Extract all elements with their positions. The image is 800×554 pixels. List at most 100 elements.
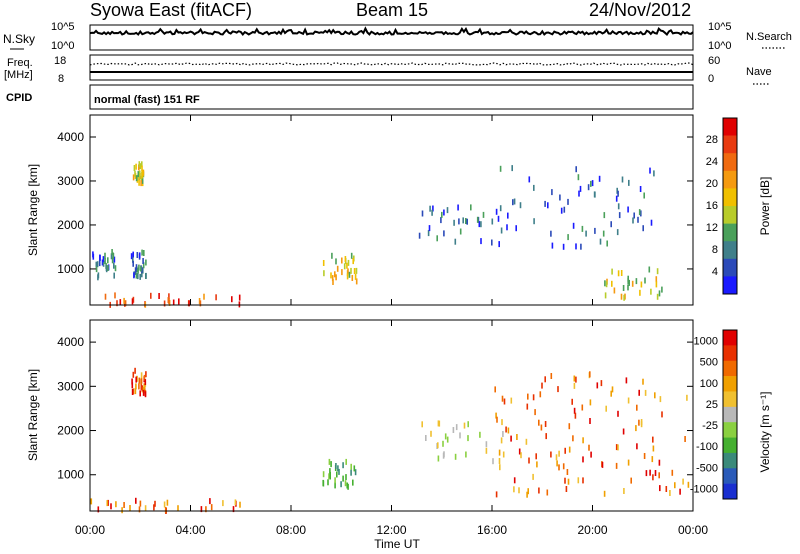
data-cell bbox=[124, 300, 127, 307]
data-cell bbox=[141, 177, 144, 184]
data-cell bbox=[628, 279, 630, 286]
data-cell bbox=[623, 488, 625, 494]
data-cell bbox=[338, 468, 340, 475]
data-cell bbox=[446, 207, 449, 214]
data-cell bbox=[659, 485, 661, 492]
data-cell bbox=[512, 199, 514, 206]
freq-right-tick-bottom: 0 bbox=[708, 73, 714, 85]
colorbar-tick-label: 1000 bbox=[694, 336, 718, 348]
data-cell bbox=[335, 274, 337, 281]
data-cell bbox=[661, 286, 663, 293]
data-cell bbox=[355, 267, 358, 274]
data-cell bbox=[329, 468, 331, 475]
data-cell bbox=[199, 300, 202, 307]
data-cell bbox=[459, 228, 462, 235]
data-cell bbox=[630, 477, 632, 484]
colorbar-segment bbox=[723, 170, 737, 189]
data-cell bbox=[443, 209, 445, 216]
data-cell bbox=[617, 444, 619, 451]
data-cell bbox=[648, 266, 651, 273]
data-cell bbox=[513, 198, 516, 205]
data-cell bbox=[580, 243, 582, 250]
data-cell bbox=[510, 397, 513, 404]
data-cell bbox=[603, 490, 606, 497]
data-cell bbox=[342, 462, 344, 469]
data-cell bbox=[637, 216, 639, 223]
data-cell bbox=[655, 276, 658, 283]
data-cell bbox=[438, 420, 441, 427]
data-cell bbox=[588, 444, 590, 451]
data-cell bbox=[341, 269, 343, 276]
data-cell bbox=[610, 390, 612, 397]
data-cell bbox=[589, 418, 591, 424]
data-cell bbox=[331, 275, 334, 282]
data-cell bbox=[238, 294, 241, 301]
data-cell bbox=[526, 491, 528, 498]
colorbar-segment bbox=[723, 135, 737, 154]
data-cell bbox=[141, 161, 143, 168]
data-cell bbox=[135, 272, 138, 279]
data-cell bbox=[144, 505, 147, 512]
data-cell bbox=[335, 258, 337, 265]
data-cell bbox=[138, 377, 141, 384]
data-cell bbox=[334, 477, 336, 484]
data-cell bbox=[635, 278, 638, 285]
data-cell bbox=[346, 262, 348, 269]
data-cell bbox=[142, 267, 144, 274]
data-cell bbox=[98, 260, 101, 267]
data-cell bbox=[95, 266, 98, 273]
data-cell bbox=[617, 410, 619, 417]
data-cell bbox=[141, 165, 143, 172]
data-cell bbox=[627, 397, 630, 404]
colorbar-tick-label: 4 bbox=[712, 266, 718, 278]
data-cell bbox=[585, 230, 587, 237]
data-cell bbox=[143, 387, 146, 394]
data-cell bbox=[131, 389, 134, 395]
data-cell bbox=[605, 281, 608, 288]
data-cell bbox=[636, 404, 638, 411]
data-cell bbox=[116, 300, 118, 307]
data-cell bbox=[639, 289, 641, 296]
data-cell bbox=[334, 482, 336, 489]
data-cell bbox=[507, 212, 509, 219]
data-cell bbox=[638, 419, 640, 426]
data-cell bbox=[669, 490, 671, 496]
data-cell bbox=[354, 469, 357, 476]
data-cell bbox=[135, 264, 138, 271]
data-cell bbox=[622, 285, 625, 291]
freq-right-label: Nave bbox=[746, 66, 772, 78]
data-cell bbox=[617, 190, 619, 197]
data-cell bbox=[507, 427, 510, 434]
data-cell bbox=[130, 253, 133, 260]
data-cell bbox=[129, 505, 131, 511]
data-cell bbox=[643, 192, 645, 199]
data-cell bbox=[651, 456, 654, 463]
data-cell bbox=[323, 270, 325, 277]
data-cell bbox=[332, 279, 334, 285]
data-cell bbox=[601, 461, 604, 468]
data-cell bbox=[491, 218, 494, 225]
data-cell bbox=[113, 256, 116, 263]
data-cell bbox=[430, 430, 432, 437]
noise-series bbox=[89, 26, 694, 37]
data-cell bbox=[616, 187, 618, 194]
data-cell bbox=[674, 482, 676, 489]
noise-right-label: N.Search bbox=[746, 31, 792, 43]
data-cell bbox=[642, 225, 644, 232]
data-cell bbox=[551, 189, 553, 196]
data-cell bbox=[485, 441, 488, 448]
data-cell bbox=[555, 454, 558, 461]
data-cell bbox=[454, 453, 457, 460]
data-cell bbox=[627, 459, 630, 466]
colorbar-tick-label: 24 bbox=[706, 156, 718, 168]
data-cell bbox=[547, 202, 549, 209]
colorbar-tick-label: 25 bbox=[706, 399, 718, 411]
data-cell bbox=[231, 296, 233, 303]
data-cell bbox=[139, 163, 142, 170]
data-cell bbox=[485, 447, 488, 454]
data-cell bbox=[636, 443, 638, 450]
data-cell bbox=[352, 258, 354, 265]
data-cell bbox=[141, 271, 143, 278]
x-tick-label: 20:00 bbox=[577, 523, 607, 537]
data-cell bbox=[575, 243, 577, 250]
